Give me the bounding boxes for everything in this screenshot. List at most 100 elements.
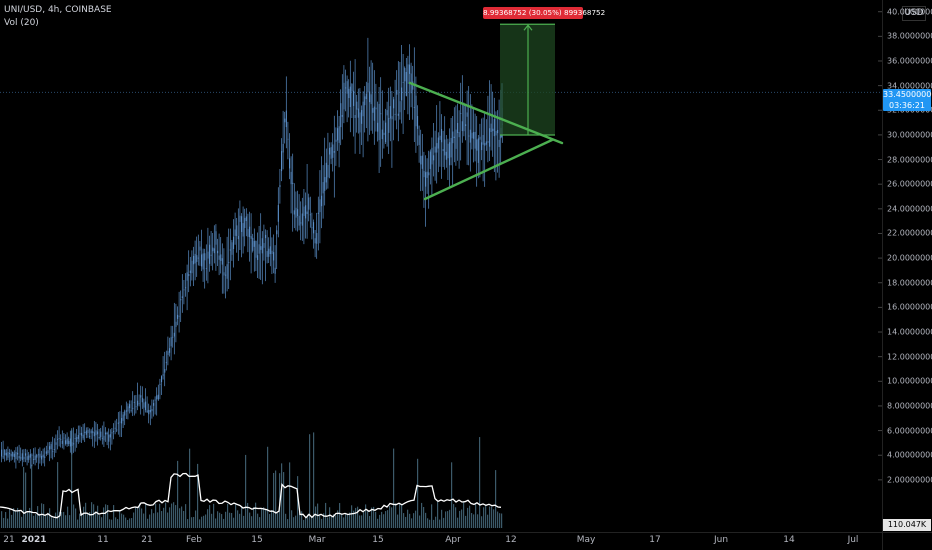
candle-body — [143, 402, 145, 408]
volume-bar — [103, 507, 105, 528]
volume-bar — [409, 513, 411, 528]
volume-bar — [453, 504, 455, 528]
candle-body — [82, 434, 84, 439]
candle-body — [385, 122, 387, 143]
volume-bar — [87, 513, 89, 528]
volume-bar — [419, 515, 421, 528]
candle-body — [309, 214, 311, 216]
volume-bar — [161, 511, 163, 528]
candle-body — [341, 115, 343, 117]
candle-body — [441, 128, 443, 143]
candle-body — [337, 128, 339, 141]
candle-body — [169, 348, 171, 353]
candle-body — [325, 162, 327, 183]
volume-bar — [227, 503, 229, 528]
candle-body — [34, 455, 36, 460]
volume-bar — [353, 510, 355, 528]
candle-body — [156, 395, 158, 400]
candle-body — [161, 376, 163, 383]
volume-bar — [15, 511, 17, 528]
candle-body — [257, 255, 259, 260]
candle-body — [383, 132, 385, 135]
candle-body — [431, 147, 433, 165]
candle-body — [285, 110, 287, 128]
candle-body — [81, 432, 83, 436]
candle-body — [10, 453, 12, 457]
volume-bar — [427, 518, 429, 528]
volume-bar — [309, 434, 311, 528]
candle-body — [95, 430, 97, 436]
candle-body — [215, 231, 217, 245]
volume-bar — [201, 516, 203, 528]
volume-bar — [439, 519, 441, 528]
candle-body — [9, 453, 11, 455]
volume-bar — [159, 503, 161, 528]
candle-body — [433, 155, 435, 161]
candle-body — [138, 403, 140, 405]
currency-label[interactable]: USD — [902, 6, 926, 21]
volume-bar — [301, 511, 303, 528]
candle-body — [346, 81, 348, 94]
volume-bar — [257, 513, 259, 528]
candle-body — [405, 72, 407, 96]
volume-bar — [423, 506, 425, 528]
volume-bar — [469, 505, 471, 528]
candle-body — [266, 251, 268, 257]
candle-body — [449, 142, 451, 166]
candle-body — [132, 407, 134, 409]
candle-body — [21, 453, 23, 461]
candle-body — [244, 217, 246, 228]
volume-bar — [315, 506, 317, 528]
candle-body — [125, 410, 127, 412]
volume-bar — [415, 510, 417, 528]
volume-bar — [179, 508, 181, 528]
candle-body — [407, 64, 409, 84]
candle-body — [421, 155, 423, 169]
candle-body — [255, 240, 257, 258]
volume-bar — [5, 512, 7, 528]
volume-indicator-label[interactable]: Vol (20) — [4, 18, 39, 28]
candle-body — [41, 455, 43, 460]
volume-bar — [73, 504, 75, 528]
volume-bar — [137, 506, 139, 528]
candle-body — [101, 437, 103, 439]
volume-bar — [109, 519, 111, 528]
price-axis-separator — [882, 0, 883, 550]
volume-bar — [369, 515, 371, 528]
volume-bar — [331, 515, 333, 528]
volume-bar — [351, 505, 353, 528]
candle-body — [413, 106, 415, 108]
volume-bar — [491, 506, 493, 528]
volume-bar — [327, 517, 329, 528]
candle-body — [236, 225, 238, 236]
volume-bar — [215, 518, 217, 528]
volume-bar — [219, 512, 221, 528]
candle-body — [7, 452, 9, 458]
candle-body — [210, 254, 212, 256]
candle-body — [90, 430, 92, 434]
candle-body — [345, 87, 347, 89]
measure-tool-label[interactable]: 8.99368752 (30.05%) 899368752 — [483, 7, 606, 19]
volume-bar — [139, 503, 141, 528]
candle-body — [356, 101, 358, 110]
candle-body — [247, 229, 249, 237]
candle-body — [434, 146, 436, 153]
candle-body — [103, 435, 105, 441]
volume-bar — [205, 514, 207, 528]
volume-bar — [1, 511, 3, 528]
symbol-title[interactable]: UNI/USD, 4h, COINBASE — [4, 5, 112, 15]
candle-body — [124, 411, 126, 416]
volume-bar — [265, 509, 267, 528]
candle-body — [444, 139, 446, 156]
candle-body — [175, 321, 177, 327]
candle-body — [281, 151, 283, 172]
volume-bar — [43, 504, 45, 528]
candle-body — [116, 429, 118, 431]
volume-bar — [229, 512, 231, 528]
volume-bar — [367, 511, 369, 528]
time-tick: 2021 — [21, 535, 47, 545]
candle-body — [461, 121, 463, 132]
candle-body — [295, 207, 297, 218]
volume-bar — [495, 470, 497, 528]
